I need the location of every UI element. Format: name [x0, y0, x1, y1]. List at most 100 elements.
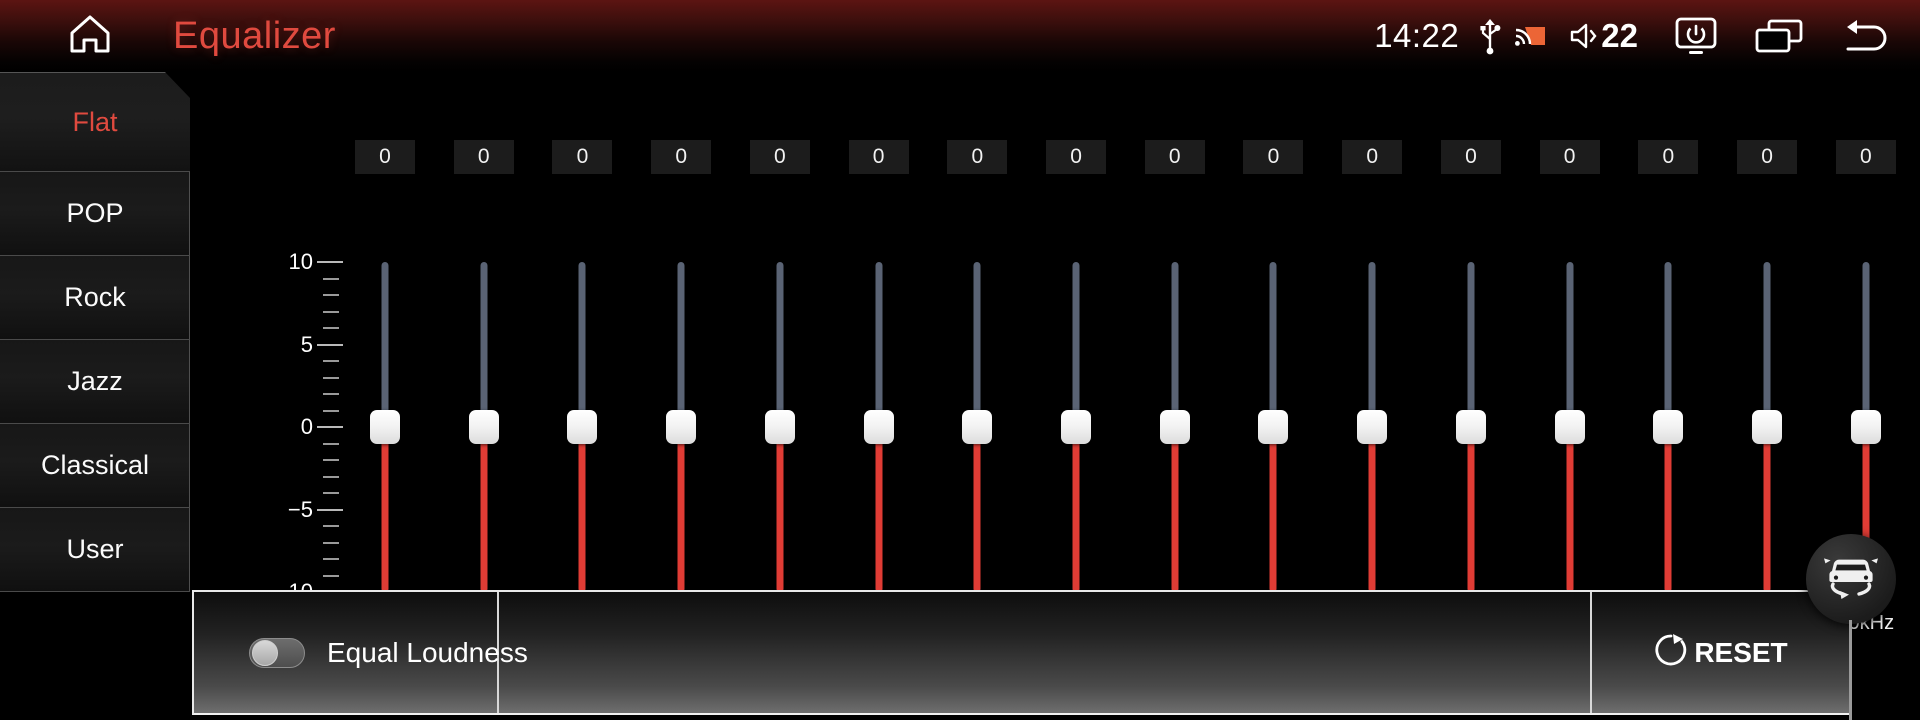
sidebar-item-user[interactable]: User: [0, 508, 190, 592]
band-slider[interactable]: [1737, 262, 1797, 592]
band-slider[interactable]: [1243, 262, 1303, 592]
ruler-minor-tick: [323, 360, 339, 362]
ruler-minor-tick: [323, 277, 339, 280]
band-value-chip: 0: [1737, 140, 1798, 174]
preset-sidebar: Flat POP Rock Jazz Classical User: [0, 72, 190, 720]
ruler-minor-tick: [323, 310, 339, 313]
ruler-minor-tick: [323, 409, 339, 412]
volume-icon[interactable]: [1569, 22, 1599, 50]
band-value-chip: 0: [1342, 140, 1403, 174]
band-slider[interactable]: [552, 262, 612, 592]
slider-thumb[interactable]: [567, 410, 598, 444]
slider-thumb[interactable]: [1752, 410, 1783, 444]
band-value-chip: 0: [355, 140, 415, 174]
slider-thumb[interactable]: [863, 410, 894, 444]
equal-loudness-control[interactable]: Equal Loudness: [194, 592, 528, 713]
ruler-tick-label: 5: [300, 331, 313, 357]
slider-fill: [677, 427, 685, 592]
home-icon: [67, 12, 113, 61]
equal-loudness-label: Equal Loudness: [327, 636, 528, 668]
slider-fill: [776, 427, 784, 592]
band-slider[interactable]: [750, 262, 810, 592]
slider-fill: [1072, 427, 1080, 592]
slider-thumb[interactable]: [1554, 410, 1585, 444]
car-rotate-button[interactable]: [1806, 534, 1896, 624]
sidebar-item-classical[interactable]: Classical: [0, 424, 190, 508]
screen-power-icon[interactable]: [1674, 16, 1718, 56]
ruler-major-tick: [317, 508, 343, 511]
home-button[interactable]: [55, 0, 125, 72]
ruler-major-tick: [317, 426, 343, 428]
ruler-minor-tick: [323, 459, 339, 461]
sidebar-item-pop[interactable]: POP: [0, 172, 190, 256]
ruler-minor-tick: [323, 294, 339, 296]
sidebar-item-label: Classical: [40, 450, 150, 480]
recent-apps-icon[interactable]: [1754, 18, 1804, 54]
fab-stem: [1849, 620, 1852, 720]
band-slider[interactable]: [1540, 262, 1600, 592]
ruler-minor-tick: [323, 475, 339, 478]
slider-thumb[interactable]: [666, 410, 697, 444]
eq-footer-bar: Equal Loudness RESET: [192, 590, 1852, 715]
band-slider[interactable]: [1836, 262, 1896, 592]
page-title: Equalizer: [173, 14, 336, 57]
ruler-minor-tick: [323, 376, 339, 379]
sidebar-item-rock[interactable]: Rock: [0, 256, 190, 340]
band-value-chip: 0: [651, 140, 712, 174]
slider-fill: [480, 427, 488, 592]
back-arrow-icon[interactable]: [1840, 18, 1890, 54]
band-slider[interactable]: [1342, 262, 1402, 592]
sidebar-item-label: User: [66, 534, 124, 564]
slider-thumb[interactable]: [1455, 410, 1486, 444]
sidebar-item-jazz[interactable]: Jazz: [0, 340, 190, 424]
band-slider[interactable]: [947, 262, 1007, 592]
band-slider[interactable]: [454, 262, 514, 592]
footer-spacer: [499, 592, 1592, 713]
reset-button[interactable]: RESET: [1592, 592, 1850, 713]
equal-loudness-toggle[interactable]: [249, 637, 305, 668]
band-value-chip: 0: [1440, 140, 1501, 174]
band-value-chip: 0: [1539, 140, 1600, 174]
band-value-chip: 0: [749, 140, 810, 174]
band-slider[interactable]: [1441, 262, 1501, 592]
sidebar-item-label: POP: [66, 198, 124, 228]
slider-fill: [875, 427, 883, 592]
band-slider[interactable]: [651, 262, 711, 592]
band-slider[interactable]: [1638, 262, 1698, 592]
slider-fill: [1664, 427, 1672, 592]
slider-thumb[interactable]: [1357, 410, 1388, 444]
slider-thumb[interactable]: [468, 410, 499, 444]
slider-thumb[interactable]: [1159, 410, 1190, 444]
refresh-circle-icon: [1654, 633, 1688, 672]
ruler-tick-label: −5: [287, 496, 313, 522]
slider-thumb[interactable]: [1061, 410, 1092, 444]
ruler-minor-tick: [323, 393, 339, 395]
slider-fill: [1566, 427, 1574, 592]
slider-thumb[interactable]: [1653, 410, 1684, 444]
band-value-chip: 0: [1144, 140, 1205, 174]
band-value-chip: 0: [947, 140, 1008, 174]
slider-thumb[interactable]: [370, 410, 400, 444]
status-icons: 14:22: [1374, 0, 1890, 72]
slider-thumb[interactable]: [1850, 410, 1881, 444]
band-slider[interactable]: [355, 262, 415, 592]
ruler-minor-tick: [323, 442, 339, 445]
ruler-tick-label: 10: [288, 249, 313, 274]
slider-fill: [578, 427, 586, 592]
slider-thumb[interactable]: [962, 410, 993, 444]
car-rotate-icon: [1820, 549, 1882, 610]
slider-fill: [1368, 427, 1376, 592]
cast-icon[interactable]: [1515, 23, 1547, 49]
sidebar-item-flat[interactable]: Flat: [0, 72, 190, 172]
band-value-chip: 0: [1046, 140, 1107, 174]
clock: 14:22: [1374, 17, 1460, 54]
band-sliders: [355, 262, 1896, 592]
ruler-minor-tick: [323, 541, 339, 544]
band-slider[interactable]: [849, 262, 909, 592]
slider-fill: [973, 427, 981, 592]
band-slider[interactable]: [1145, 262, 1205, 592]
band-slider[interactable]: [1046, 262, 1106, 592]
slider-thumb[interactable]: [1258, 410, 1289, 444]
slider-thumb[interactable]: [764, 410, 795, 444]
slider-fill: [381, 427, 389, 592]
